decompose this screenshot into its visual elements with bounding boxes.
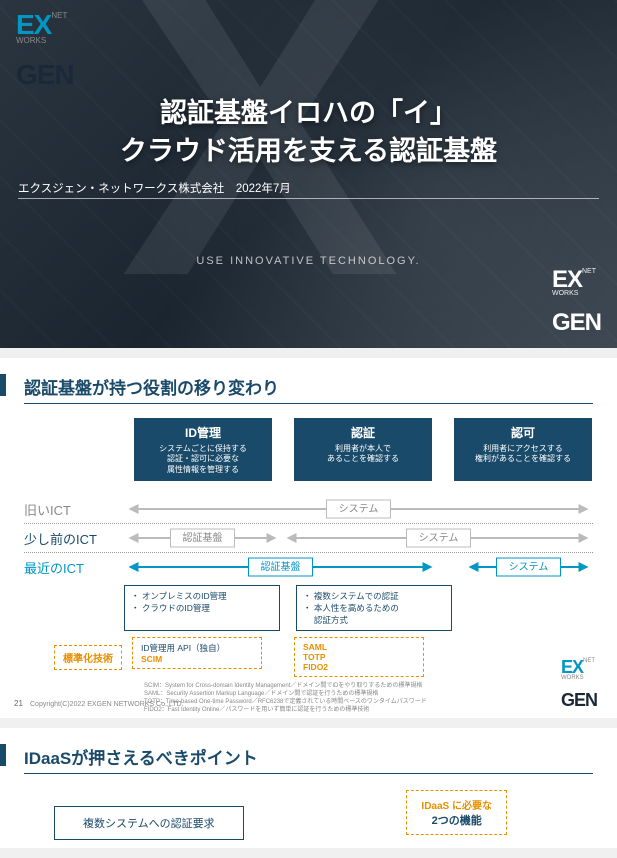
col-desc: 利用者にアクセスする権利があることを確認する bbox=[462, 444, 584, 465]
col-desc: システムごとに保持する認証・認可に必要な属性情報を管理する bbox=[142, 444, 264, 475]
timeline-row-recent: 最近のICT 認証基盤 システム bbox=[24, 553, 593, 581]
std-right-text: SAMLTOTPFIDO2 bbox=[303, 642, 415, 672]
slide3-heading: IDaaSが押さえるべきポイント bbox=[24, 744, 593, 769]
timeline: 旧いICT システム 少し前のICT 認証基盤 シス bbox=[24, 495, 593, 581]
date: 2022年7月 bbox=[236, 183, 291, 195]
logo-gen: GEN bbox=[16, 59, 74, 90]
tagline: USE INNOVATIVE TECHNOLOGY. bbox=[0, 255, 617, 267]
heading-bar bbox=[0, 744, 6, 766]
page-number: 21 bbox=[14, 699, 23, 708]
timeline-row-old: 旧いICT システム bbox=[24, 495, 593, 523]
title-line1: 認証基盤イロハの「イ」 bbox=[160, 98, 457, 128]
std-left-top: ID管理用 API（独自） bbox=[141, 642, 253, 654]
svg-text:認証基盤: 認証基盤 bbox=[261, 560, 301, 573]
svg-text:システム: システム bbox=[509, 561, 549, 573]
std-right: SAMLTOTPFIDO2 bbox=[294, 637, 424, 677]
std-left-bottom: SCIM bbox=[141, 654, 253, 664]
column-headers: ID管理 システムごとに保持する認証・認可に必要な属性情報を管理する 認証 利用… bbox=[134, 418, 593, 481]
logo-gen: GEN bbox=[552, 309, 601, 336]
svg-text:認証基盤: 認証基盤 bbox=[183, 531, 223, 544]
left-box: 複数システムへの認証要求 bbox=[54, 806, 244, 840]
copyright: Copyright(C)2022 EXGEN NETWORKS Co.,LTD. bbox=[30, 701, 184, 708]
timeline-row-mid: 少し前のICT 認証基盤 システム bbox=[24, 524, 593, 552]
heading-rule bbox=[24, 403, 593, 404]
svg-text:システム: システム bbox=[419, 532, 459, 544]
col-title: ID管理 bbox=[142, 424, 264, 441]
logo-bottom-right: EXNETWORKS GEN bbox=[552, 269, 601, 334]
row-label: 最近のICT bbox=[24, 558, 124, 577]
glossary: SCIM：System for Cross-domain Identity Ma… bbox=[144, 683, 593, 714]
slide-roles: 認証基盤が持つ役割の移り変わり ID管理 システムごとに保持する認証・認可に必要… bbox=[0, 358, 617, 718]
subtitle: エクスジェン・ネットワークス株式会社 2022年7月 bbox=[18, 180, 291, 196]
row-svg: システム bbox=[124, 496, 593, 522]
col-id-mgmt: ID管理 システムごとに保持する認証・認可に必要な属性情報を管理する bbox=[134, 418, 272, 481]
heading-rule bbox=[24, 773, 593, 774]
slide-idaas: IDaaSが押さえるべきポイント 複数システムへの認証要求 IDaaS に必要な… bbox=[0, 728, 617, 848]
col-title: 認可 bbox=[462, 424, 584, 441]
right-box-top: IDaaS に必要な bbox=[421, 797, 492, 812]
slide-title: X EXNETWORKS GEN 認証基盤イロハの「イ」 クラウド活用を支える認… bbox=[0, 0, 617, 348]
subtitle-divider bbox=[18, 198, 599, 199]
logo-top-left: EXNETWORKS GEN bbox=[16, 12, 74, 88]
right-box-bottom: 2つの機能 bbox=[421, 812, 492, 828]
row-label: 旧いICT bbox=[24, 500, 124, 519]
heading-bar bbox=[0, 374, 6, 396]
right-box: IDaaS に必要な 2つの機能 bbox=[406, 790, 507, 835]
title-line2: クラウド活用を支える認証基盤 bbox=[120, 136, 497, 166]
std-label: 標準化技術 bbox=[54, 645, 122, 670]
svg-text:システム: システム bbox=[339, 503, 379, 515]
company-name: エクスジェン・ネットワークス株式会社 bbox=[18, 183, 224, 195]
row-svg: 認証基盤 システム bbox=[124, 554, 593, 580]
col-title: 認証 bbox=[302, 424, 424, 441]
standards-row: 標準化技術 ID管理用 API（独自） SCIM SAMLTOTPFIDO2 bbox=[54, 637, 593, 677]
below-left: ・ オンプレミスのID管理・ クラウドのID管理 bbox=[124, 585, 280, 631]
col-desc: 利用者が本人であることを確認する bbox=[302, 444, 424, 465]
logo-footer: EXNETWORKS GEN bbox=[561, 659, 597, 708]
std-left: ID管理用 API（独自） SCIM bbox=[132, 637, 262, 669]
row-label: 少し前のICT bbox=[24, 529, 124, 548]
col-authz: 認可 利用者にアクセスする権利があることを確認する bbox=[454, 418, 592, 481]
slide2-heading: 認証基盤が持つ役割の移り変わり bbox=[16, 374, 593, 399]
slide-title-text: 認証基盤イロハの「イ」 クラウド活用を支える認証基盤 bbox=[0, 95, 617, 171]
col-authn: 認証 利用者が本人であることを確認する bbox=[294, 418, 432, 481]
row-svg: 認証基盤 システム bbox=[124, 525, 593, 551]
below-right: ・ 複数システムでの認証・ 本人性を高めるための 認証方式 bbox=[296, 585, 452, 631]
below-boxes: ・ オンプレミスのID管理・ クラウドのID管理 ・ 複数システムでの認証・ 本… bbox=[124, 585, 593, 631]
